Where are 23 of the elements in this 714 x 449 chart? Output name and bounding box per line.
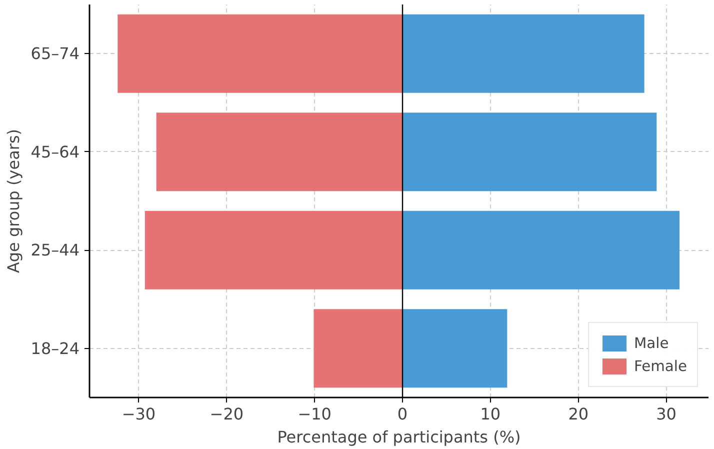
y-tick-label: 18–24 — [30, 338, 80, 358]
x-tick-label: −20 — [210, 404, 244, 424]
bar — [118, 14, 403, 93]
x-tick-label: −10 — [298, 404, 332, 424]
x-tick-label: 0 — [397, 404, 408, 424]
x-tick-label: 20 — [568, 404, 589, 424]
y-tick-label: 65–74 — [30, 44, 80, 64]
bar — [156, 112, 403, 192]
bar — [144, 210, 403, 290]
legend-label: Male — [634, 334, 669, 352]
x-tick-label: −30 — [122, 404, 156, 424]
bar — [402, 112, 657, 192]
x-tick-label: 10 — [480, 404, 501, 424]
bar — [402, 14, 644, 93]
y-tick-label: 25–44 — [30, 240, 80, 260]
x-tick-label: 30 — [656, 404, 676, 424]
legend-label: Female — [634, 358, 687, 374]
y-tick-label: 45–64 — [30, 142, 80, 162]
bar — [402, 309, 508, 388]
y-axis-title: Age group (years) — [4, 128, 23, 274]
x-axis-title: Percentage of participants (%) — [277, 428, 521, 446]
bar — [402, 210, 680, 290]
bar — [314, 309, 403, 388]
